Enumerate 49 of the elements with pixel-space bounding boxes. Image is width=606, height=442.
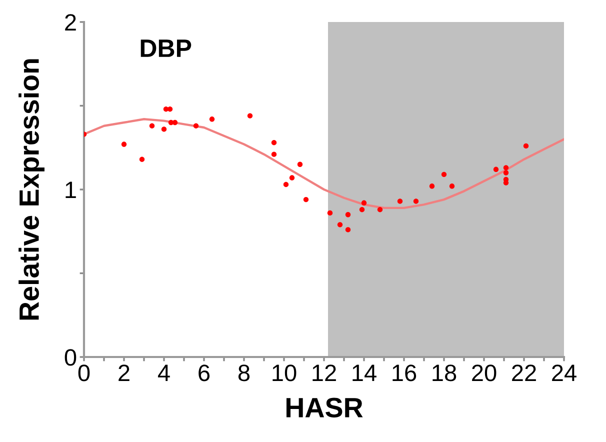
x-tick-label: 10 <box>272 364 296 382</box>
point <box>345 212 351 218</box>
x-tick-label: 18 <box>432 364 456 382</box>
x-axis-title: HASR <box>286 398 363 418</box>
point <box>149 123 155 128</box>
point <box>523 143 529 149</box>
y-tick-label: 2 <box>65 14 76 31</box>
point <box>359 207 365 212</box>
x-tick-label: 12 <box>312 364 336 382</box>
x-tick-label: 22 <box>512 364 536 382</box>
point <box>397 198 403 204</box>
point <box>345 227 351 232</box>
point <box>283 182 289 188</box>
y-axis-title: Relative Expression <box>18 59 44 320</box>
x-tick-label: 4 <box>158 364 170 382</box>
point <box>361 200 367 206</box>
point <box>271 140 277 146</box>
point <box>377 207 383 212</box>
x-tick-label: 14 <box>352 364 376 382</box>
text: DBP <box>140 40 192 57</box>
point <box>503 170 509 176</box>
x-tick-label: 20 <box>472 364 496 382</box>
y-tick-label: 0 <box>64 349 76 366</box>
x-tick-label: 16 <box>392 364 416 382</box>
x-tick-label: 24 <box>552 364 576 382</box>
point <box>297 162 303 167</box>
y-tick-label: 1 <box>66 182 76 198</box>
x-tick-label: 0 <box>78 364 90 382</box>
point <box>303 196 309 202</box>
point <box>429 184 435 189</box>
point <box>449 184 455 189</box>
point <box>337 222 343 228</box>
x-tick-label: 2 <box>118 364 130 382</box>
x-tick-label: 8 <box>238 364 250 382</box>
point <box>167 106 173 112</box>
point <box>413 198 419 204</box>
point <box>247 113 253 118</box>
point <box>503 165 509 170</box>
point <box>121 142 127 147</box>
point <box>139 156 145 162</box>
point <box>441 172 447 178</box>
point <box>209 116 215 122</box>
point <box>327 210 333 216</box>
point <box>193 123 199 128</box>
point <box>289 175 295 180</box>
x-tick-label: 6 <box>198 364 210 382</box>
point <box>271 152 277 157</box>
point <box>161 126 167 132</box>
point <box>493 166 499 172</box>
